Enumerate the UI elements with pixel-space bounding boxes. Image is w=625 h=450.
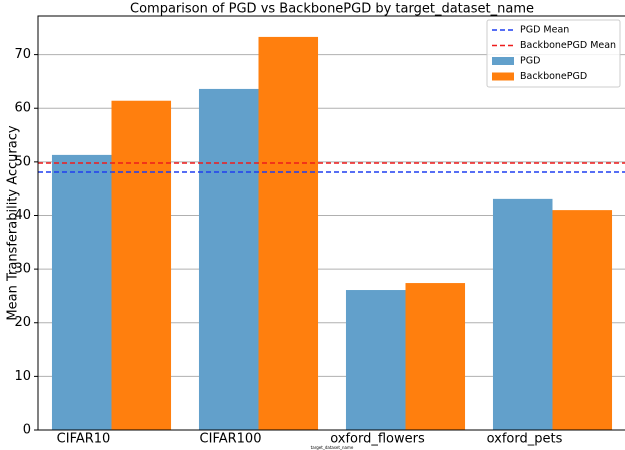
- legend-swatch: [492, 57, 514, 65]
- bar: [111, 100, 172, 431]
- bar: [51, 154, 112, 430]
- bar: [552, 210, 613, 430]
- y-tick-label: 30: [14, 262, 31, 277]
- bar: [405, 283, 466, 430]
- x-tick-label: oxford_pets: [487, 432, 563, 447]
- y-tick-label: 0: [23, 423, 31, 438]
- x-tick-label: CIFAR10: [57, 432, 111, 447]
- chart-title: Comparison of PGD vs BackbonePGD by targ…: [130, 2, 534, 17]
- legend-label: PGD: [520, 56, 540, 67]
- y-tick-label: 10: [14, 369, 31, 384]
- plot-frame: [37, 15, 625, 431]
- y-axis-label: Mean Transferability Accuracy: [6, 125, 21, 320]
- bar: [492, 198, 553, 430]
- x-tick-label: CIFAR100: [200, 432, 262, 447]
- bar: [198, 88, 259, 430]
- bar: [258, 36, 319, 430]
- y-tick-label: 70: [14, 47, 31, 62]
- y-tick-label: 50: [14, 154, 31, 169]
- y-tick-label: 20: [14, 315, 31, 330]
- legend-label: BackbonePGD Mean: [520, 40, 616, 51]
- y-tick-label: 60: [14, 101, 31, 116]
- x-tick-label: oxford_flowers: [330, 432, 425, 447]
- legend-label: BackbonePGD: [520, 71, 587, 82]
- x-axis-label: target_dataset_name: [311, 445, 354, 450]
- legend-box: [486, 19, 621, 88]
- y-tick-label: 40: [14, 208, 31, 223]
- legend-label: PGD Mean: [520, 25, 569, 36]
- legend-swatch: [492, 72, 514, 81]
- bar: [345, 290, 406, 430]
